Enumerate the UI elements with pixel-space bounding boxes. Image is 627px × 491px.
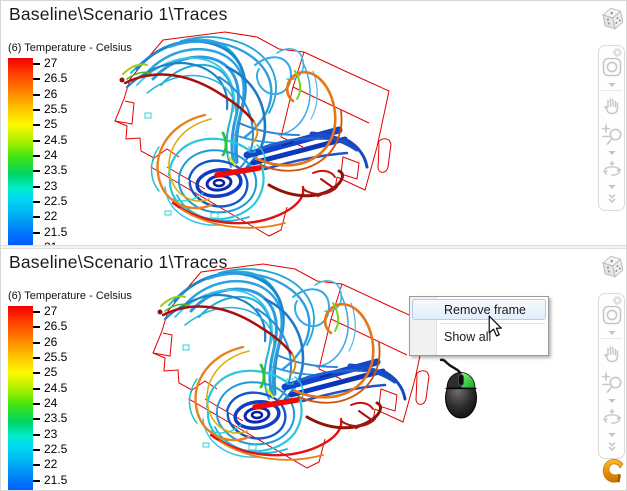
tick-label: 27 xyxy=(44,56,58,70)
tick-label: 23 xyxy=(44,427,58,441)
seek-view-icon[interactable] xyxy=(601,56,623,78)
tick-label: 24.5 xyxy=(44,133,68,147)
temperature-colorbar xyxy=(8,306,33,490)
menu-item-remove-frame[interactable]: Remove frame xyxy=(412,299,546,320)
view-cube-dice-icon[interactable] xyxy=(600,4,626,34)
viewport-panel-bottom[interactable]: Baseline\Scenario 1\Traces (6) Temperatu… xyxy=(1,249,626,490)
toolbar-separator xyxy=(601,338,622,339)
seek-view-icon[interactable] xyxy=(601,304,623,326)
pan-hand-icon[interactable] xyxy=(601,95,623,117)
mouse-right-click-icon xyxy=(437,357,485,421)
legend-title: (6) Temperature - Celsius xyxy=(8,290,132,302)
zoom-icon[interactable] xyxy=(600,370,624,396)
tick-label: 21 xyxy=(44,488,84,490)
page-title: Baseline\Scenario 1\Traces xyxy=(9,4,228,24)
tick-label: 25.5 xyxy=(44,350,68,364)
expand-chevrons-icon[interactable] xyxy=(606,441,618,452)
tick-label: 22 xyxy=(44,209,58,223)
view-cube-dice-icon[interactable] xyxy=(600,252,626,282)
expand-chevrons-icon[interactable] xyxy=(606,193,618,204)
panel-divider xyxy=(1,245,626,249)
context-menu: Remove frame Show all xyxy=(409,296,549,356)
caret-down-icon[interactable] xyxy=(608,433,615,437)
caret-down-icon[interactable] xyxy=(608,83,615,87)
streamline-trace-view[interactable] xyxy=(145,259,435,479)
tick-label: 23 xyxy=(44,179,58,193)
viewport-panel-top[interactable]: Baseline\Scenario 1\Traces (6) Temperatu… xyxy=(1,1,626,245)
tick-label: 26.5 xyxy=(44,71,68,85)
tick-label: 21.5 xyxy=(44,473,68,487)
legend-title: (6) Temperature - Celsius xyxy=(8,42,132,54)
tick-label: 26 xyxy=(44,335,58,349)
tick-label: 25.5 xyxy=(44,102,68,116)
caret-down-icon[interactable] xyxy=(608,331,615,335)
cradle-logo-icon xyxy=(599,455,626,489)
tick-label: 24 xyxy=(44,396,58,410)
tick-label: 22 xyxy=(44,457,58,471)
caret-down-icon[interactable] xyxy=(608,151,615,155)
tick-label: 26 xyxy=(44,87,58,101)
caret-down-icon[interactable] xyxy=(608,399,615,403)
caret-down-icon[interactable] xyxy=(608,185,615,189)
tick-label: 24.5 xyxy=(44,381,68,395)
tick-label: 27 xyxy=(44,304,58,318)
rotate-icon[interactable] xyxy=(600,406,624,430)
zoom-icon[interactable] xyxy=(600,122,624,148)
tick-label: 25 xyxy=(44,117,58,131)
cursor-arrow-icon xyxy=(488,315,503,337)
pan-hand-icon[interactable] xyxy=(601,343,623,365)
rotate-icon[interactable] xyxy=(600,158,624,182)
tick-label: 22.5 xyxy=(44,442,68,456)
streamline-trace-view[interactable] xyxy=(107,27,397,245)
tick-label: 21 xyxy=(44,240,84,245)
tick-label: 23.5 xyxy=(44,163,68,177)
toolbar-separator xyxy=(601,90,622,91)
tick-label: 23.5 xyxy=(44,411,68,425)
tick-label: 22.5 xyxy=(44,194,68,208)
tick-label: 25 xyxy=(44,365,58,379)
tick-label: 21.5 xyxy=(44,225,68,239)
menu-item-show-all[interactable]: Show all xyxy=(444,330,492,344)
temperature-colorbar xyxy=(8,58,33,245)
view-toolbar xyxy=(598,45,625,211)
page-title: Baseline\Scenario 1\Traces xyxy=(9,252,228,272)
tick-label: 26.5 xyxy=(44,319,68,333)
tick-label: 24 xyxy=(44,148,58,162)
view-toolbar xyxy=(598,293,625,459)
